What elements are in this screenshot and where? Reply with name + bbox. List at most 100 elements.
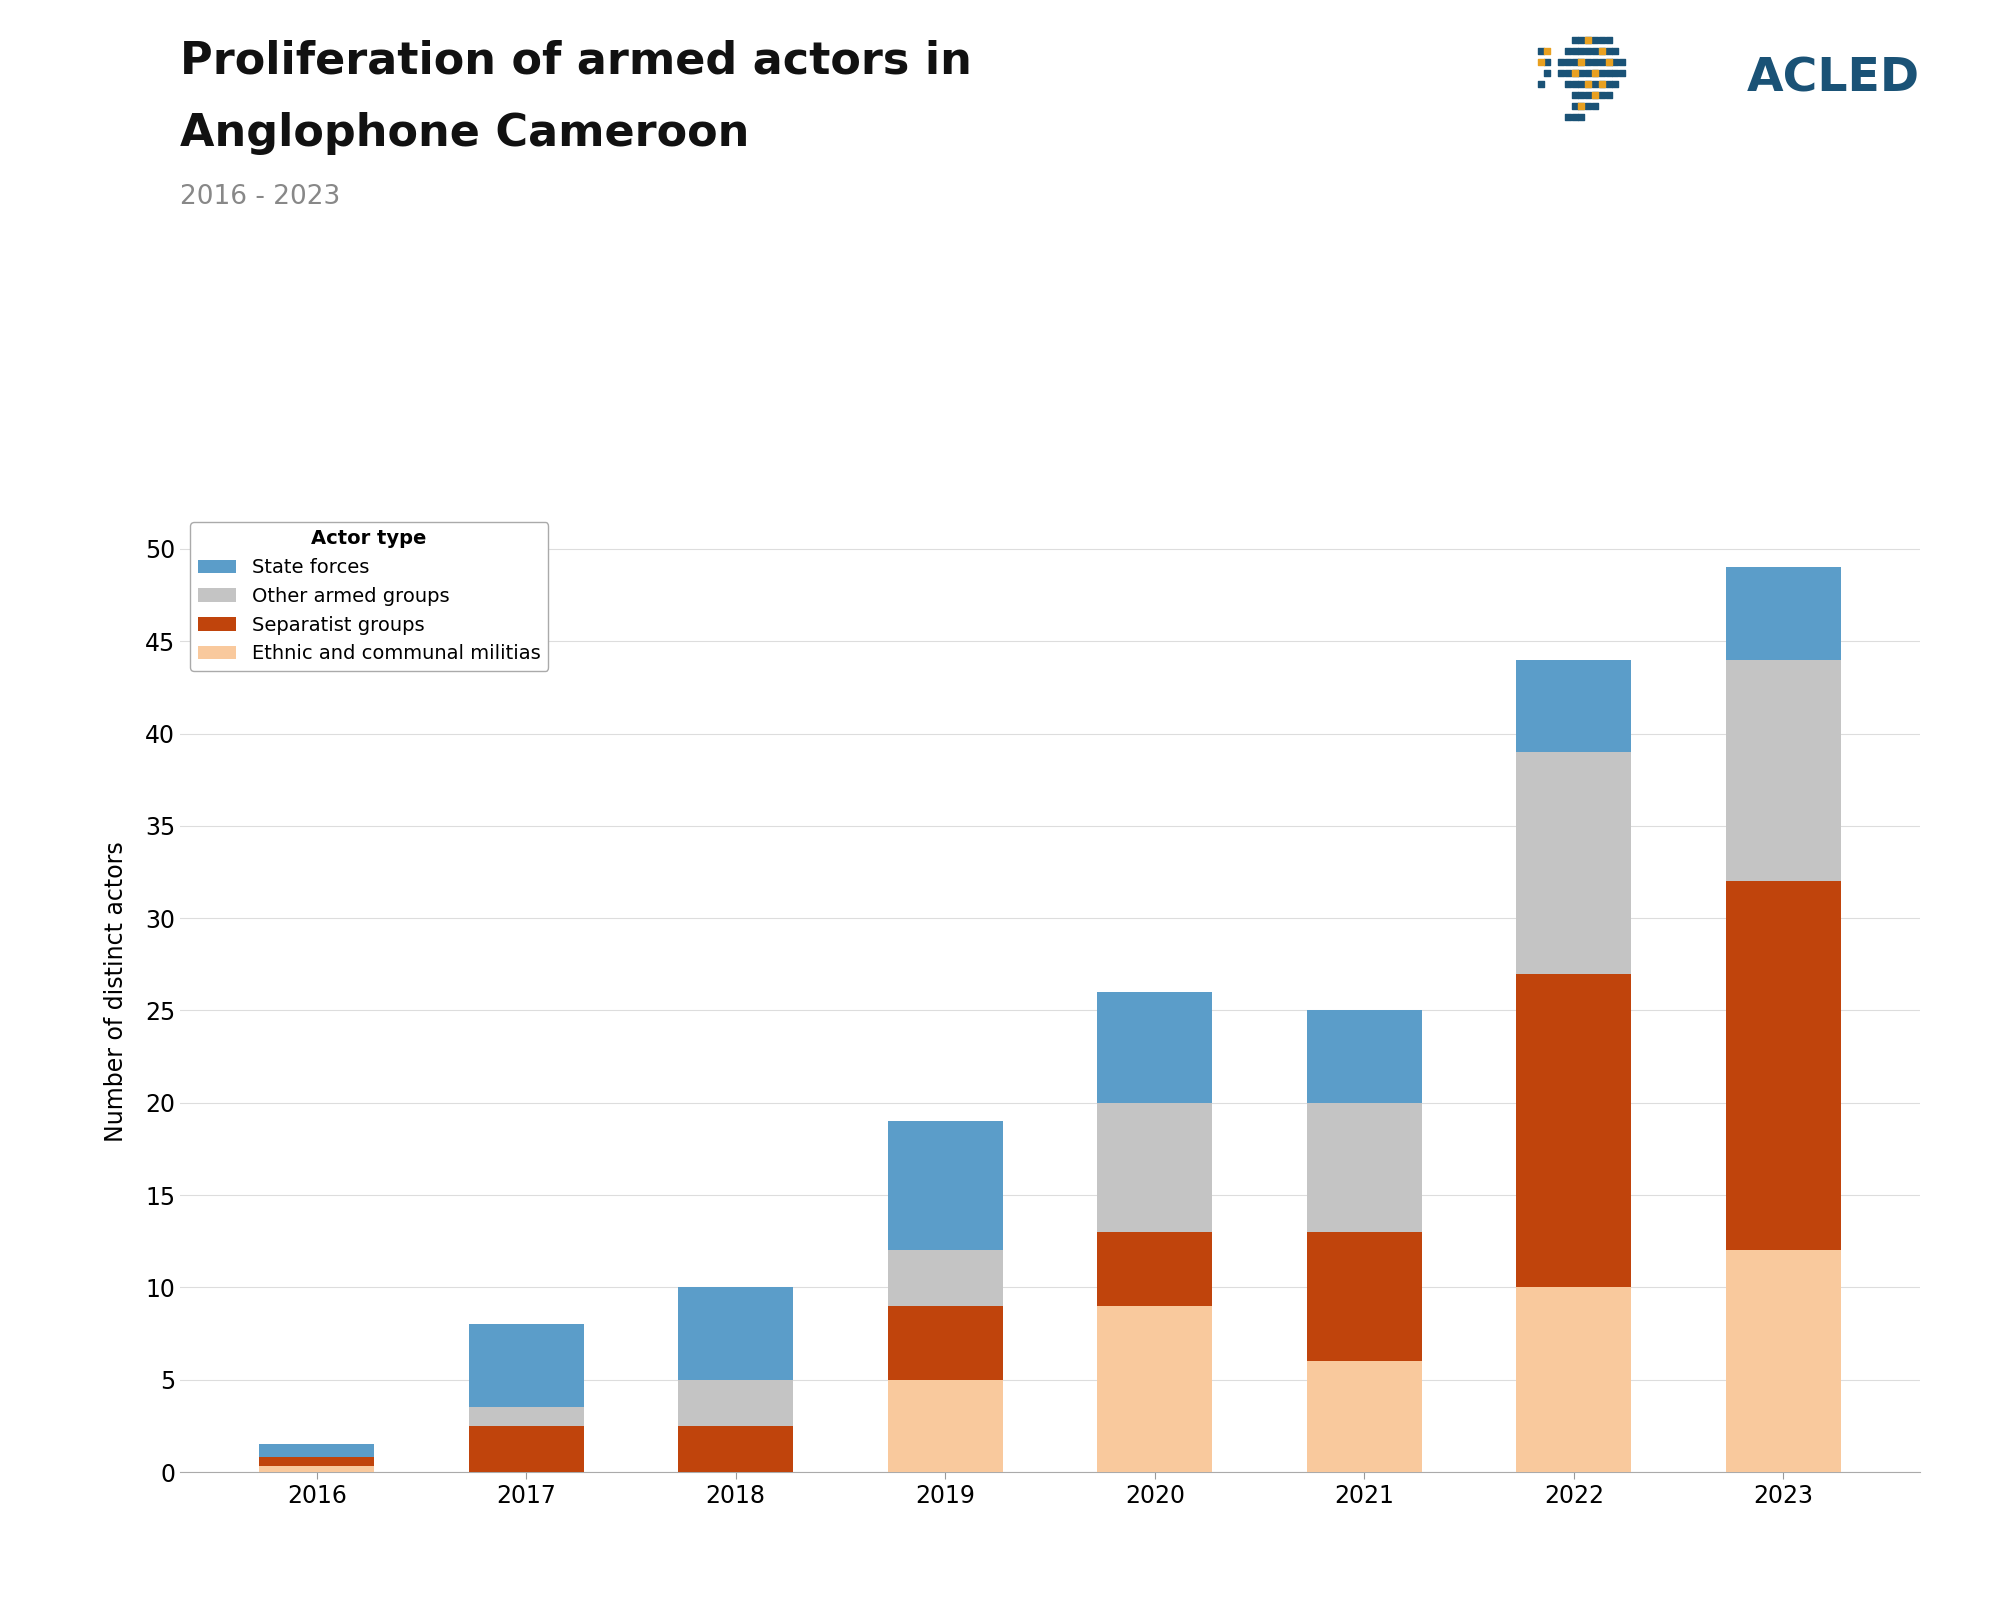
Point <box>1580 27 1612 53</box>
Bar <box>888 1306 1002 1379</box>
Bar <box>1306 1232 1422 1362</box>
Point <box>1592 61 1624 86</box>
Point <box>1586 38 1618 64</box>
Bar <box>1726 659 1840 882</box>
Point <box>1558 82 1590 107</box>
Bar <box>1098 1232 1212 1306</box>
Point <box>1566 38 1598 64</box>
Point <box>1566 50 1598 75</box>
Point <box>1572 27 1604 53</box>
Point <box>1572 70 1604 96</box>
Point <box>1580 70 1612 96</box>
Point <box>1558 61 1590 86</box>
Bar <box>1516 973 1632 1288</box>
Point <box>1558 38 1590 64</box>
Bar <box>678 1288 794 1379</box>
Point <box>1606 61 1638 86</box>
Bar <box>260 1458 374 1467</box>
Point <box>1592 50 1624 75</box>
Bar <box>1726 568 1840 659</box>
Point <box>1558 104 1590 130</box>
Point <box>1592 38 1624 64</box>
Bar <box>678 1426 794 1472</box>
Bar <box>678 1379 794 1426</box>
Point <box>1600 70 1632 96</box>
Point <box>1572 82 1604 107</box>
Bar <box>888 1379 1002 1472</box>
Point <box>1592 70 1624 96</box>
Point <box>1580 82 1612 107</box>
Point <box>1544 50 1576 75</box>
Point <box>1580 93 1612 118</box>
Bar <box>260 1445 374 1458</box>
Bar <box>1306 1011 1422 1102</box>
Text: Proliferation of armed actors in: Proliferation of armed actors in <box>180 40 972 83</box>
Y-axis label: Number of distinct actors: Number of distinct actors <box>104 842 128 1142</box>
Point <box>1572 61 1604 86</box>
Point <box>1552 61 1584 86</box>
Point <box>1566 82 1598 107</box>
Point <box>1572 70 1604 96</box>
Point <box>1580 61 1612 86</box>
Point <box>1532 61 1564 86</box>
Bar <box>888 1122 1002 1251</box>
Point <box>1544 61 1576 86</box>
Point <box>1566 93 1598 118</box>
Point <box>1600 61 1632 86</box>
Point <box>1558 93 1590 118</box>
Point <box>1552 50 1584 75</box>
Bar <box>1726 882 1840 1251</box>
Point <box>1606 50 1638 75</box>
Point <box>1586 70 1618 96</box>
Point <box>1566 104 1598 130</box>
Point <box>1566 70 1598 96</box>
Point <box>1580 61 1612 86</box>
Bar <box>1516 659 1632 752</box>
Point <box>1558 27 1590 53</box>
Point <box>1566 27 1598 53</box>
Text: 2016 - 2023: 2016 - 2023 <box>180 184 340 210</box>
Bar <box>1516 752 1632 973</box>
Bar <box>468 1325 584 1408</box>
Point <box>1558 50 1590 75</box>
Point <box>1572 93 1604 118</box>
Point <box>1524 70 1556 96</box>
Bar <box>1098 1306 1212 1472</box>
Point <box>1532 50 1564 75</box>
Text: Anglophone Cameroon: Anglophone Cameroon <box>180 112 750 155</box>
Point <box>1524 50 1556 75</box>
Point <box>1572 27 1604 53</box>
Bar <box>1726 1251 1840 1472</box>
Bar <box>1098 1102 1212 1232</box>
Point <box>1592 27 1624 53</box>
Point <box>1552 38 1584 64</box>
Bar <box>468 1408 584 1426</box>
Point <box>1580 50 1612 75</box>
Point <box>1552 104 1584 130</box>
Point <box>1586 27 1618 53</box>
Point <box>1572 38 1604 64</box>
Point <box>1586 61 1618 86</box>
Point <box>1524 38 1556 64</box>
Point <box>1586 82 1618 107</box>
Point <box>1558 61 1590 86</box>
Point <box>1600 38 1632 64</box>
Point <box>1572 50 1604 75</box>
Bar <box>260 1467 374 1472</box>
Bar <box>1098 992 1212 1102</box>
Point <box>1580 82 1612 107</box>
Point <box>1600 50 1632 75</box>
Point <box>1566 61 1598 86</box>
Point <box>1580 38 1612 64</box>
Bar <box>888 1251 1002 1306</box>
Point <box>1586 38 1618 64</box>
Point <box>1592 82 1624 107</box>
Point <box>1552 70 1584 96</box>
Text: ACLED: ACLED <box>1746 56 1920 101</box>
Bar <box>1516 1288 1632 1472</box>
Legend: State forces, Other armed groups, Separatist groups, Ethnic and communal militia: State forces, Other armed groups, Separa… <box>190 522 548 670</box>
Point <box>1592 50 1624 75</box>
Bar <box>468 1426 584 1472</box>
Point <box>1566 93 1598 118</box>
Point <box>1558 70 1590 96</box>
